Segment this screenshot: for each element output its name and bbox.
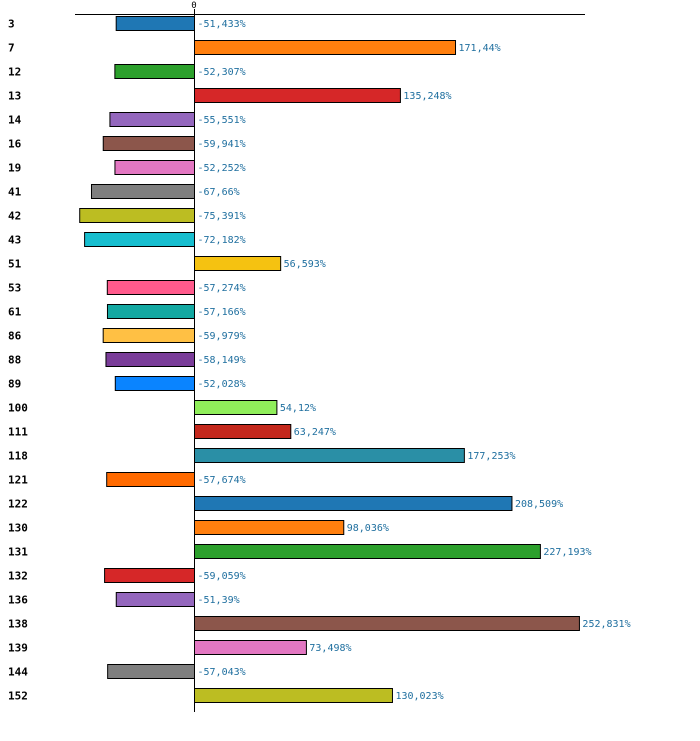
labels-group: 3 -51,433% 7 171,44% 12 -52,307% 13 135,248% 14 -… — [8, 18, 631, 703]
category-label: 89 — [8, 378, 21, 391]
category-label: 132 — [8, 570, 28, 583]
bar-86 — [102, 328, 195, 343]
category-label: 88 — [8, 354, 21, 367]
value-label: 252,831% — [582, 619, 630, 630]
category-label: 136 — [8, 594, 28, 607]
value-label: -72,182% — [198, 235, 246, 246]
bar-136 — [115, 592, 195, 607]
bar-12 — [114, 64, 195, 79]
category-label: 121 — [8, 474, 28, 487]
bar-89 — [114, 376, 195, 391]
category-label: 138 — [8, 618, 28, 631]
category-label: 7 — [8, 42, 15, 55]
category-label: 42 — [8, 210, 21, 223]
value-label: -57,274% — [198, 283, 246, 294]
bar-14 — [109, 112, 195, 127]
bar-88 — [105, 352, 195, 367]
bar-16 — [102, 136, 195, 151]
value-label: -52,028% — [198, 379, 246, 390]
category-label: 139 — [8, 642, 28, 655]
category-label: 100 — [8, 402, 28, 415]
value-label: -57,166% — [198, 307, 246, 318]
category-label: 152 — [8, 690, 28, 703]
bar-131 — [194, 544, 541, 559]
category-label: 43 — [8, 234, 21, 247]
category-label: 118 — [8, 450, 28, 463]
category-label: 111 — [8, 426, 28, 439]
bar-41 — [90, 184, 195, 199]
bar-139 — [194, 640, 307, 655]
value-label: -51,39% — [198, 595, 240, 606]
bar-152 — [194, 688, 393, 703]
category-label: 41 — [8, 186, 22, 199]
bar-122 — [194, 496, 513, 511]
value-label: -52,307% — [198, 67, 246, 78]
bars-group — [79, 16, 580, 703]
value-label: -57,674% — [198, 475, 246, 486]
value-label: 56,593% — [284, 259, 326, 270]
bar-61 — [106, 304, 195, 319]
value-label: 177,253% — [467, 451, 515, 462]
value-label: -59,941% — [198, 139, 246, 150]
category-label: 16 — [8, 138, 22, 151]
bar-138 — [194, 616, 580, 631]
value-label: -55,551% — [198, 115, 246, 126]
value-label: -67,66% — [198, 187, 240, 198]
bar-3 — [115, 16, 195, 31]
bar-42 — [79, 208, 195, 223]
value-label: -59,059% — [198, 571, 246, 582]
value-label: 98,036% — [347, 523, 389, 534]
x-ticks-group: 0 — [191, 1, 196, 11]
category-label: 53 — [8, 282, 21, 295]
value-label: 171,44% — [459, 43, 501, 54]
value-label: 73,498% — [309, 643, 351, 654]
category-label: 51 — [8, 258, 22, 271]
value-label: -59,979% — [198, 331, 246, 342]
bar-132 — [104, 568, 195, 583]
bar-121 — [106, 472, 195, 487]
bar-19 — [114, 160, 195, 175]
value-label: 135,248% — [403, 91, 451, 102]
category-label: 61 — [8, 306, 22, 319]
bar-7 — [194, 40, 457, 55]
category-label: 12 — [8, 66, 21, 79]
value-label: -52,252% — [198, 163, 246, 174]
bar-53 — [106, 280, 195, 295]
bar-118 — [194, 448, 465, 463]
category-label: 3 — [8, 18, 15, 31]
value-label: -58,149% — [198, 355, 246, 366]
category-label: 13 — [8, 90, 21, 103]
category-label: 122 — [8, 498, 28, 511]
bar-51 — [194, 256, 282, 271]
bar-111 — [194, 424, 292, 439]
value-label: -57,043% — [198, 667, 246, 678]
value-label: 54,12% — [280, 403, 316, 414]
value-label: 130,023% — [395, 691, 443, 702]
value-label: 208,509% — [515, 499, 563, 510]
category-label: 19 — [8, 162, 21, 175]
x-tick-label: 0 — [191, 1, 196, 11]
value-label: -51,433% — [198, 19, 246, 30]
category-label: 131 — [8, 546, 28, 559]
category-label: 86 — [8, 330, 22, 343]
bar-43 — [84, 232, 195, 247]
category-label: 130 — [8, 522, 28, 535]
bar-13 — [194, 88, 401, 103]
value-label: -75,391% — [198, 211, 246, 222]
bar-130 — [194, 520, 345, 535]
value-label: 227,193% — [543, 547, 591, 558]
bar-100 — [194, 400, 278, 415]
category-label: 144 — [8, 666, 28, 679]
category-label: 14 — [8, 114, 22, 127]
bar-144 — [107, 664, 195, 679]
value-label: 63,247% — [294, 427, 336, 438]
